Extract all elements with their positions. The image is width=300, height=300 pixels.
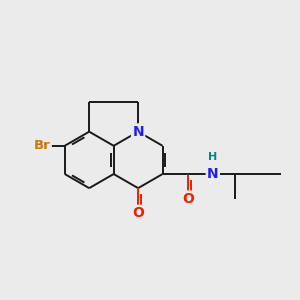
Text: O: O	[132, 206, 144, 220]
Text: N: N	[207, 167, 219, 181]
Text: Br: Br	[34, 139, 50, 152]
Text: H: H	[208, 152, 218, 162]
Text: N: N	[132, 125, 144, 139]
Text: O: O	[182, 192, 194, 206]
